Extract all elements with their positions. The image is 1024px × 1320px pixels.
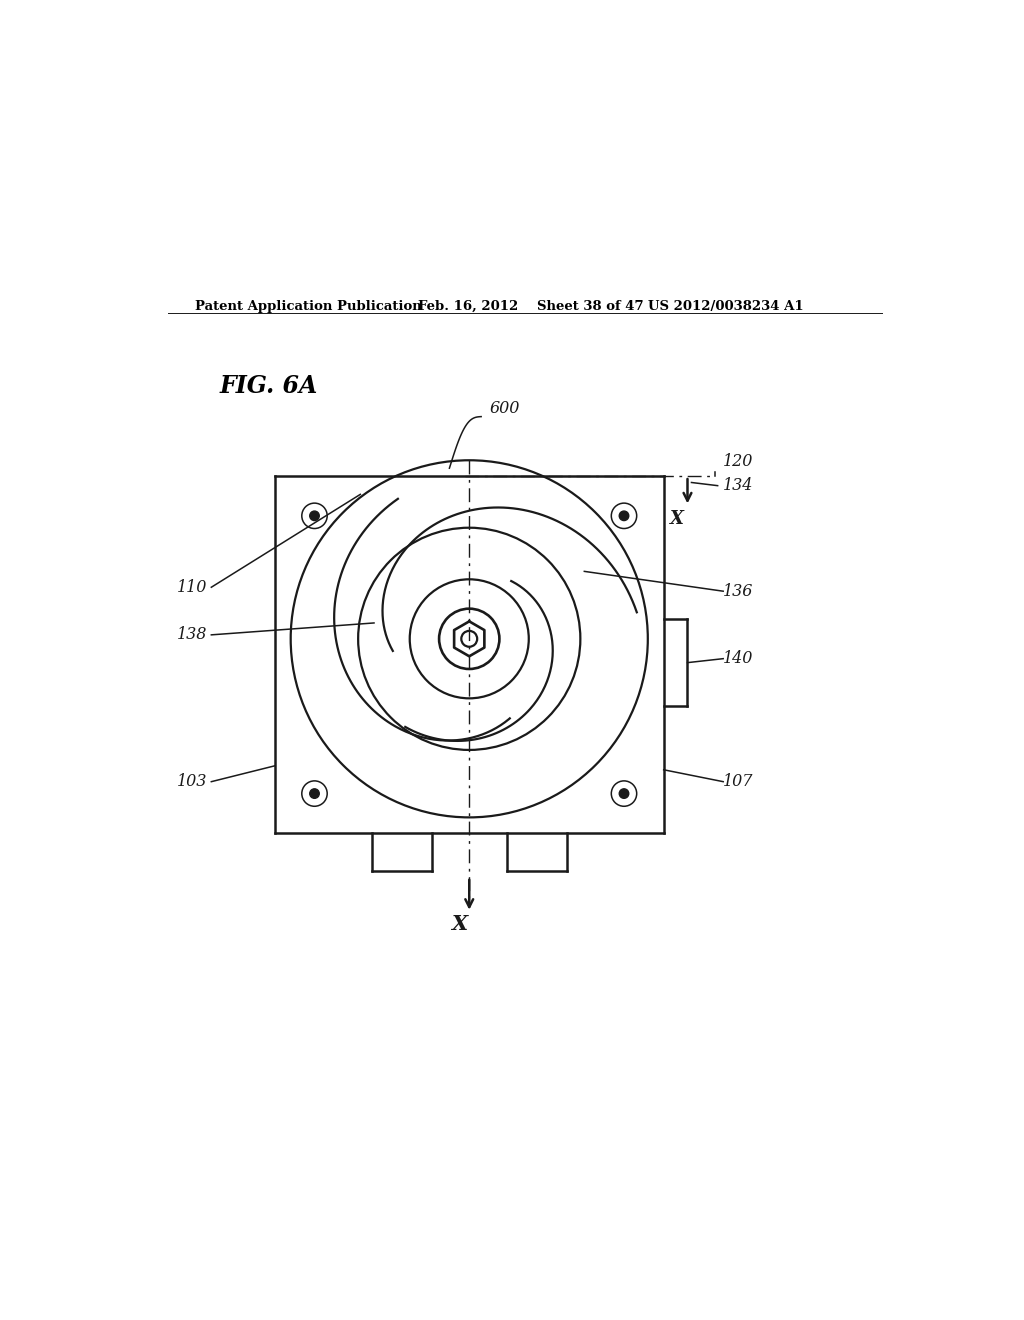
Text: 134: 134	[723, 477, 754, 494]
Text: 110: 110	[177, 578, 207, 595]
Text: 107: 107	[723, 774, 754, 791]
Circle shape	[620, 789, 629, 799]
Text: Sheet 38 of 47: Sheet 38 of 47	[537, 300, 643, 313]
Text: FIG. 6A: FIG. 6A	[219, 374, 317, 397]
Text: X: X	[451, 913, 467, 935]
Text: US 2012/0038234 A1: US 2012/0038234 A1	[648, 300, 804, 313]
Circle shape	[309, 511, 319, 520]
Text: X: X	[670, 510, 684, 528]
Circle shape	[620, 511, 629, 520]
Text: Patent Application Publication: Patent Application Publication	[196, 300, 422, 313]
Text: 140: 140	[723, 651, 754, 667]
Text: 120: 120	[723, 453, 754, 470]
Text: 138: 138	[177, 627, 207, 643]
Circle shape	[309, 789, 319, 799]
Text: 136: 136	[723, 582, 754, 599]
Text: 600: 600	[489, 400, 519, 417]
Text: Feb. 16, 2012: Feb. 16, 2012	[418, 300, 518, 313]
Text: 103: 103	[177, 774, 207, 791]
